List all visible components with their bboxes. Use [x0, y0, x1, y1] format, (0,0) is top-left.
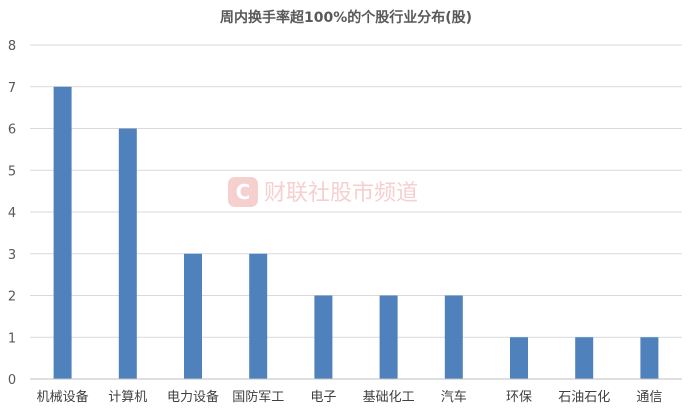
bar-8 [510, 337, 528, 379]
x-category-label: 机械设备 [37, 389, 89, 405]
watermark-text: 财联社股市频道 [264, 181, 418, 206]
y-tick-label: 2 [8, 290, 16, 305]
y-tick-label: 0 [8, 373, 16, 388]
y-tick-label: 5 [8, 164, 16, 179]
x-category-label: 环保 [506, 390, 532, 405]
y-tick-label: 7 [8, 81, 16, 96]
x-category-label: 石油石化 [558, 390, 610, 405]
x-axis-categories: 机械设备 计算机 电力设备 国防军工 电子 基础化工 汽车 环保 石油石化 通信 [37, 389, 663, 405]
x-category-label: 基础化工 [363, 390, 415, 405]
x-category-label: 电力设备 [167, 389, 219, 405]
bar-1 [53, 86, 72, 379]
y-tick-label: 1 [8, 331, 16, 346]
y-axis-ticks: 0 1 2 3 4 5 6 7 8 [8, 39, 16, 388]
x-category-label: 国防军工 [232, 389, 284, 405]
x-category-label: 计算机 [108, 390, 147, 405]
bar-9 [575, 337, 594, 379]
bar-3 [184, 253, 202, 379]
chart-title: 周内换手率超100%的个股行业分布(股) [220, 9, 472, 26]
bar-5 [314, 295, 333, 379]
bar-2 [118, 128, 137, 379]
watermark: C 财联社股市频道 [228, 177, 418, 207]
bar-10 [640, 337, 659, 379]
watermark-logo-icon [228, 177, 258, 207]
watermark-logo-letter: C [236, 180, 251, 204]
bar-7 [444, 295, 463, 379]
bar-6 [379, 295, 398, 379]
y-tick-label: 4 [8, 206, 16, 221]
y-tick-label: 8 [8, 39, 16, 54]
x-category-label: 电子 [310, 390, 336, 405]
x-category-label: 汽车 [441, 389, 467, 405]
x-category-label: 通信 [636, 390, 662, 405]
bars [53, 86, 659, 379]
bar-4 [249, 253, 268, 379]
y-tick-label: 3 [8, 248, 16, 263]
gridlines [30, 44, 682, 338]
y-tick-label: 6 [8, 123, 16, 138]
